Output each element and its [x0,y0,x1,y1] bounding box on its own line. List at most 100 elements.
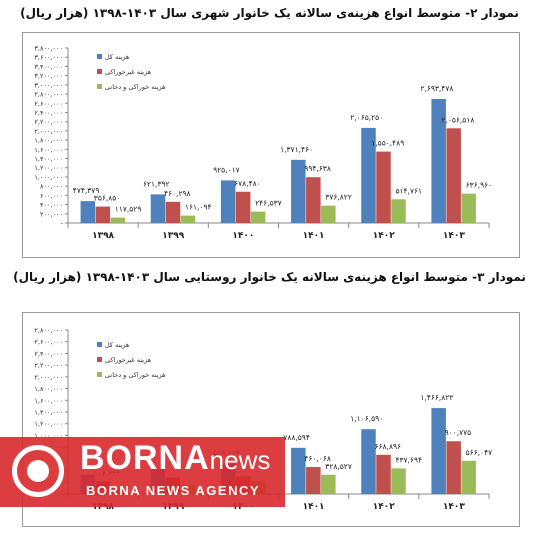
y-tick-label: ۳,۸۰۰,۰۰۰ [34,45,63,53]
data-label: ۲,۶۹۳,۴۷۸ [420,84,453,93]
data-label: ۹۲۵,۰۱۷ [213,165,240,174]
data-label: ۷۸۸,۵۹۴ [283,433,310,442]
y-tick-label: ۳,۲۰۰,۰۰۰ [34,72,63,80]
x-category-label: ۱۴۰۱ [303,231,325,241]
data-label: ۵۱۴,۷۶۱ [395,186,422,195]
data-label: ۶۳۶,۹۶۰ [466,181,493,190]
bar-2 [165,201,181,223]
legend-label: هزینه کل [105,341,130,349]
bar-1 [291,159,306,223]
bar-1 [220,180,236,223]
y-tick-label: ۲,۸۰۰,۰۰۰ [34,91,63,99]
data-label: ۶۶۸,۸۹۶ [374,442,401,451]
bar-3 [180,215,196,223]
x-category-label: ۱۴۰۲ [373,502,395,512]
bar-1 [361,127,376,223]
data-label: ۹۰۰,۷۷۵ [445,428,472,437]
bar-2 [446,128,461,223]
borna-logo-icon [12,445,64,497]
data-label: ۱,۵۵۰,۴۸۹ [371,139,404,148]
bar-1 [361,429,376,494]
x-category-label: ۱۴۰۳ [443,231,465,241]
y-tick-label: ۱,۰۰۰,۰۰۰ [34,173,63,181]
legend-swatch [97,84,102,89]
bar-2 [235,191,251,223]
data-label: ۱۱۷,۵۲۹ [115,205,142,214]
bar-1 [431,98,446,223]
bar-1 [150,194,166,223]
borna-tagline: BORNA NEWS AGENCY [86,483,261,498]
legend-swatch [97,69,102,74]
x-category-label: ۱۴۰۲ [373,231,395,241]
x-category-label: ۱۴۰۰ [232,231,254,241]
y-tick-label: ۱,۴۰۰,۰۰۰ [34,409,63,417]
data-label: ۴۷۴,۳۷۹ [73,186,100,195]
data-label: ۴۳۷,۶۹۴ [395,455,422,464]
x-category-label: ۱۳۹۹ [162,502,184,512]
y-tick-label: ۸۰۰,۰۰۰ [40,183,63,191]
y-tick-label: ۱,۲۰۰,۰۰۰ [34,420,63,428]
x-category-label: ۱۴۰۳ [443,502,465,512]
data-label: ۶۲۱,۳۹۲ [143,179,170,188]
bar-2 [376,454,391,494]
data-label: ۹۹۴,۶۳۸ [304,164,331,173]
y-tick-label: ۱,۸۰۰,۰۰۰ [34,385,63,393]
y-tick-label: ۳,۴۰۰,۰۰۰ [34,63,63,71]
y-tick-label: ۲,۰۰۰,۰۰۰ [34,127,63,135]
x-category-label: ۱۳۹۸ [92,231,114,241]
data-label: ۱,۴۶۶,۸۲۲ [420,393,453,402]
bar-1 [291,447,306,494]
legend-label: هزینه خوراکی و دخانی [105,371,166,379]
bar-2 [376,151,391,223]
y-tick-label: ۱,۴۰۰,۰۰۰ [34,155,63,163]
borna-brand: BORNAnews [80,439,271,477]
data-label: ۲,۰۶۵,۲۵۰ [350,113,383,122]
legend-swatch [97,54,102,59]
borna-watermark: BORNAnews BORNA NEWS AGENCY [0,437,285,507]
data-label: ۳۲۸,۵۲۷ [325,462,352,471]
x-category-label: ۱۳۹۹ [162,231,184,241]
x-category-label: ۱۴۰۱ [303,502,325,512]
legend-label: هزینه غیرخوراکی [105,356,152,364]
data-label: ۵۶۶,۰۴۷ [466,448,493,457]
bar-2 [306,467,321,494]
x-category-label: ۱۳۹۸ [92,502,114,512]
chart1-plot: -۲۰۰,۰۰۰۴۰۰,۰۰۰۶۰۰,۰۰۰۸۰۰,۰۰۰۱,۰۰۰,۰۰۰۱,… [34,45,493,242]
data-label: ۱۶۱,۰۹۴ [185,203,212,212]
y-tick-label: ۱,۲۰۰,۰۰۰ [34,164,63,172]
data-label: ۲,۰۵۶,۵۱۸ [441,115,474,124]
y-tick-label: ۱,۶۰۰,۰۰۰ [34,146,63,154]
y-tick-label: ۲۰۰,۰۰۰ [40,210,63,218]
y-tick-label: - [61,220,64,228]
y-tick-label: ۴۰۰,۰۰۰ [40,201,63,209]
y-tick-label: ۲,۴۰۰,۰۰۰ [34,109,63,117]
data-label: ۳۵۶,۸۵۰ [94,194,121,203]
y-tick-label: ۲,۲۰۰,۰۰۰ [34,362,63,370]
legend-swatch [97,372,102,377]
bar-1 [80,201,96,223]
bar-3 [321,205,336,223]
bar-3 [461,460,476,494]
bar-3 [391,468,406,494]
y-tick-label: ۲,۰۰۰,۰۰۰ [34,373,63,381]
legend-label: هزینه خوراکی و دخانی [105,83,166,91]
legend-label: هزینه کل [105,53,130,61]
y-tick-label: ۲,۴۰۰,۰۰۰ [34,350,63,358]
y-tick-label: ۱,۶۰۰,۰۰۰ [34,397,63,405]
bar-3 [391,199,406,223]
bar-3 [321,474,336,494]
y-tick-label: ۳,۰۰۰,۰۰۰ [34,81,63,89]
bar-2 [95,206,111,223]
bar-3 [461,193,476,223]
data-label: ۱,۳۷۱,۴۶۰ [280,145,313,154]
data-label: ۴۶۰,۰۶۸ [304,454,331,463]
bar-2 [446,441,461,494]
data-label: ۲۴۶,۵۳۷ [255,199,282,208]
y-tick-label: ۲,۶۰۰,۰۰۰ [34,338,63,346]
chart1-title: نمودار ۲- متوسط انواع هزینه‌ی سالانه یک … [20,6,519,20]
y-tick-label: ۲,۶۰۰,۰۰۰ [34,100,63,108]
data-label: ۶۷۸,۴۸۰ [234,179,261,188]
bar-2 [306,177,321,223]
y-tick-label: ۱,۰۰۰,۰۰۰ [34,432,63,440]
y-tick-label: ۳,۶۰۰,۰۰۰ [34,54,63,62]
